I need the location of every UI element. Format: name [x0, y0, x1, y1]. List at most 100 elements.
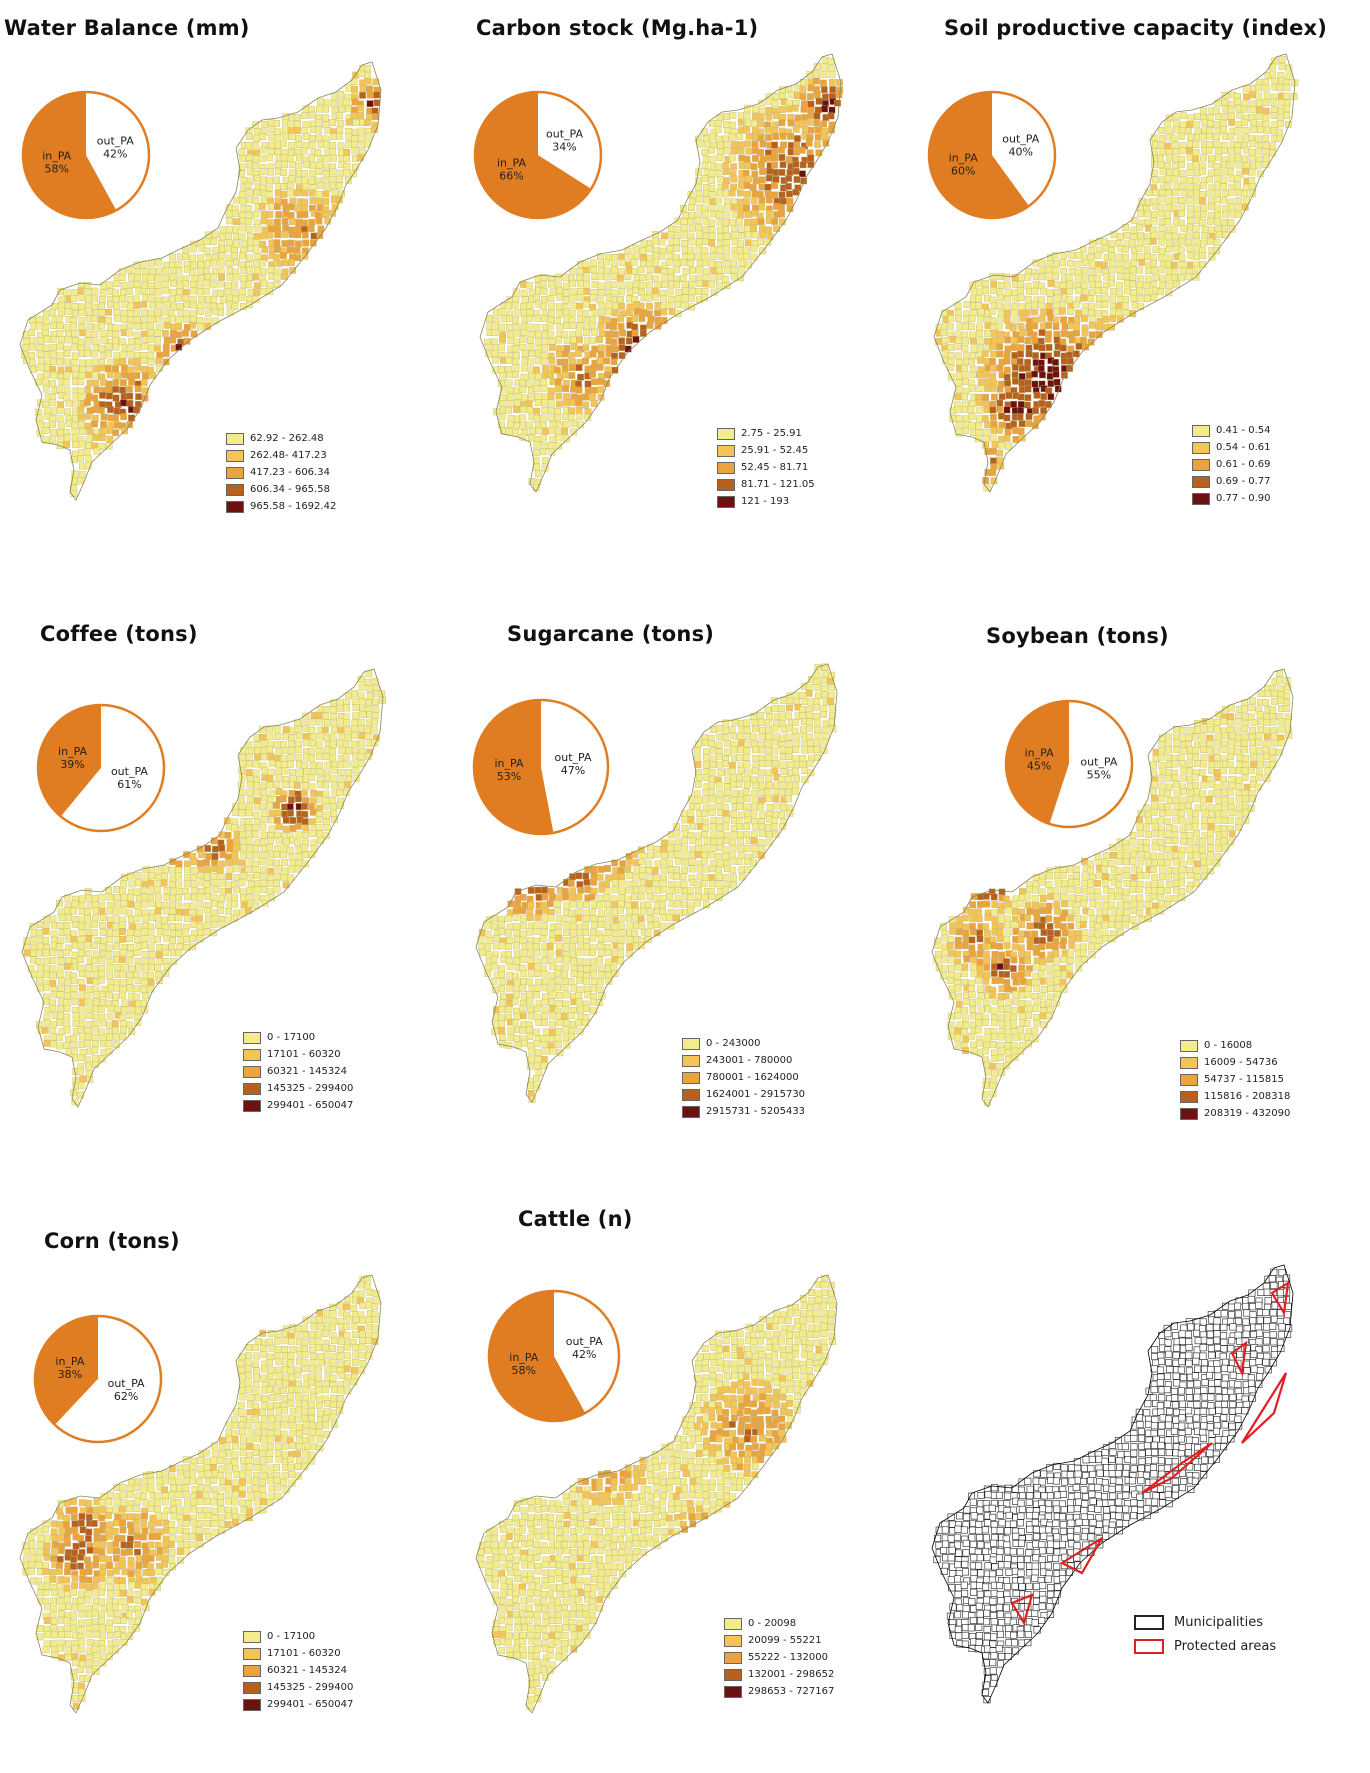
municipality-cell	[715, 197, 722, 205]
municipality-cell	[1205, 147, 1213, 154]
municipality-cell	[79, 984, 86, 992]
municipality-cell	[743, 125, 750, 133]
municipality-cell	[498, 344, 505, 352]
municipality-cell	[42, 378, 49, 386]
municipality-cell	[820, 747, 828, 754]
municipality-cell	[1044, 401, 1052, 408]
municipality-cell	[555, 385, 562, 392]
municipality-cell	[745, 175, 752, 183]
municipality-cell	[1031, 370, 1038, 378]
municipality-cell	[813, 718, 821, 726]
municipality-cell	[238, 294, 246, 301]
municipality-cell	[996, 343, 1003, 350]
municipality-cell	[308, 754, 315, 762]
municipality-cell	[1221, 147, 1228, 154]
municipality-cell	[218, 844, 226, 852]
municipality-cell	[575, 998, 583, 1006]
municipality-cell	[1045, 322, 1052, 329]
municipality-cell	[63, 386, 71, 394]
municipality-cell	[112, 993, 120, 1001]
municipality-cell	[120, 282, 128, 289]
municipality-cell	[168, 914, 175, 922]
municipality-cell	[238, 170, 245, 178]
municipality-cell	[1263, 690, 1271, 697]
municipality-cell	[512, 914, 520, 921]
municipality-cell	[147, 928, 155, 936]
legend-item: 121 - 193	[717, 493, 815, 510]
municipality-cell	[532, 385, 540, 392]
municipality-cell	[771, 747, 779, 755]
municipality-cell	[98, 322, 106, 330]
municipality-cell	[765, 775, 772, 782]
municipality-cell	[246, 781, 254, 789]
municipality-cell	[266, 733, 273, 741]
municipality-cell	[72, 310, 79, 317]
pie-label-out-pa: out_PA 42%	[97, 134, 134, 160]
municipality-cell	[617, 274, 624, 282]
municipality-cell	[266, 802, 273, 810]
municipality-cell	[1283, 112, 1290, 119]
municipality-cell	[619, 860, 627, 868]
pie-slice-in-pa	[38, 705, 101, 817]
legend-item: 417.23 - 606.34	[226, 464, 336, 481]
legend-swatch	[243, 1031, 261, 1044]
municipality-cell	[100, 413, 108, 421]
municipality-cell	[105, 308, 112, 316]
municipality-cell	[618, 337, 626, 345]
municipality-cell	[1283, 677, 1291, 684]
municipality-cell	[728, 768, 736, 775]
municipality-cell	[1108, 260, 1116, 268]
municipality-cell	[49, 336, 57, 343]
municipality-cell	[490, 955, 498, 963]
municipality-cell	[1011, 274, 1019, 281]
municipality-cell	[743, 803, 751, 811]
municipality-cell	[1136, 223, 1143, 231]
municipality-cell	[153, 886, 161, 893]
municipality-cell	[267, 168, 274, 176]
municipality-cell	[730, 175, 738, 183]
municipality-cell	[1060, 316, 1067, 324]
municipality-cell	[568, 372, 576, 379]
municipality-cell	[301, 189, 308, 197]
municipality-cell	[1143, 295, 1151, 302]
municipality-cell	[357, 760, 365, 767]
municipality-cell	[715, 741, 723, 749]
municipality-cell	[190, 887, 198, 895]
municipality-mosaic	[484, 56, 844, 491]
municipality-cell	[752, 155, 759, 162]
municipality-cell	[742, 753, 750, 761]
municipality-cell	[626, 858, 634, 866]
municipality-cell	[134, 274, 142, 282]
municipality-cell	[64, 979, 71, 987]
municipality-cell	[85, 337, 93, 345]
municipality-cell	[280, 252, 287, 259]
municipality-cell	[140, 900, 148, 908]
municipality-cell	[274, 203, 281, 211]
municipality-cell	[673, 281, 680, 289]
municipality-cell	[98, 302, 105, 310]
municipality-cell	[1250, 126, 1258, 133]
municipality-cell	[694, 899, 701, 907]
municipality-cell	[134, 364, 142, 372]
pie-label-out-pa: out_PA 47%	[555, 751, 592, 777]
municipality-cell	[813, 739, 820, 747]
municipality-cell	[1235, 210, 1242, 218]
municipality-cell	[266, 177, 274, 185]
municipality-cell	[189, 935, 197, 942]
municipality-cell	[204, 866, 212, 874]
municipality-cell	[520, 922, 527, 930]
municipality-cell	[182, 280, 189, 288]
municipality-cell	[147, 274, 155, 281]
municipality-cell	[751, 789, 758, 797]
municipality-cell	[352, 767, 360, 775]
municipality-cell	[982, 371, 990, 379]
municipality-cell	[743, 253, 751, 261]
municipality-cell	[91, 371, 99, 379]
municipality-cell	[820, 79, 827, 87]
region-outline	[475, 663, 838, 1103]
municipality-cell	[520, 329, 528, 336]
municipality-cell	[106, 435, 114, 443]
municipality-cell	[639, 330, 647, 337]
municipality-cell	[112, 394, 120, 402]
municipality-cell	[62, 379, 70, 386]
